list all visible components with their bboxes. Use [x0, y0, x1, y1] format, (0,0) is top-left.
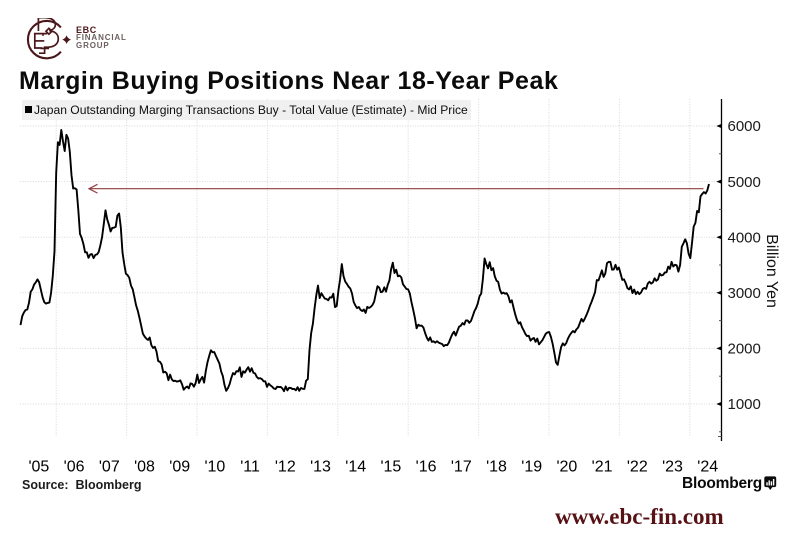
svg-text:5000: 5000 — [728, 174, 761, 191]
svg-text:'12: '12 — [275, 459, 296, 476]
svg-text:'09: '09 — [169, 459, 190, 476]
svg-text:'17: '17 — [451, 459, 472, 476]
svg-text:'19: '19 — [521, 459, 542, 476]
svg-text:'05: '05 — [28, 459, 49, 476]
svg-text:'08: '08 — [134, 459, 155, 476]
svg-text:4000: 4000 — [728, 229, 761, 246]
svg-text:'06: '06 — [64, 459, 85, 476]
svg-text:2000: 2000 — [728, 341, 761, 358]
svg-text:'20: '20 — [556, 459, 577, 476]
svg-text:'07: '07 — [99, 459, 120, 476]
svg-text:1000: 1000 — [728, 396, 761, 413]
svg-text:3000: 3000 — [728, 285, 761, 302]
svg-text:'22: '22 — [627, 459, 648, 476]
svg-text:'16: '16 — [416, 459, 437, 476]
svg-text:Billion Yen: Billion Yen — [763, 234, 780, 308]
svg-text:'21: '21 — [592, 459, 613, 476]
svg-text:'13: '13 — [310, 459, 331, 476]
svg-text:'10: '10 — [204, 459, 225, 476]
svg-text:6000: 6000 — [728, 118, 761, 135]
svg-text:'23: '23 — [662, 459, 683, 476]
svg-text:'11: '11 — [240, 459, 260, 476]
svg-text:'15: '15 — [380, 459, 401, 476]
svg-text:'18: '18 — [486, 459, 507, 476]
svg-text:'14: '14 — [345, 459, 366, 476]
svg-text:'24: '24 — [697, 459, 718, 476]
